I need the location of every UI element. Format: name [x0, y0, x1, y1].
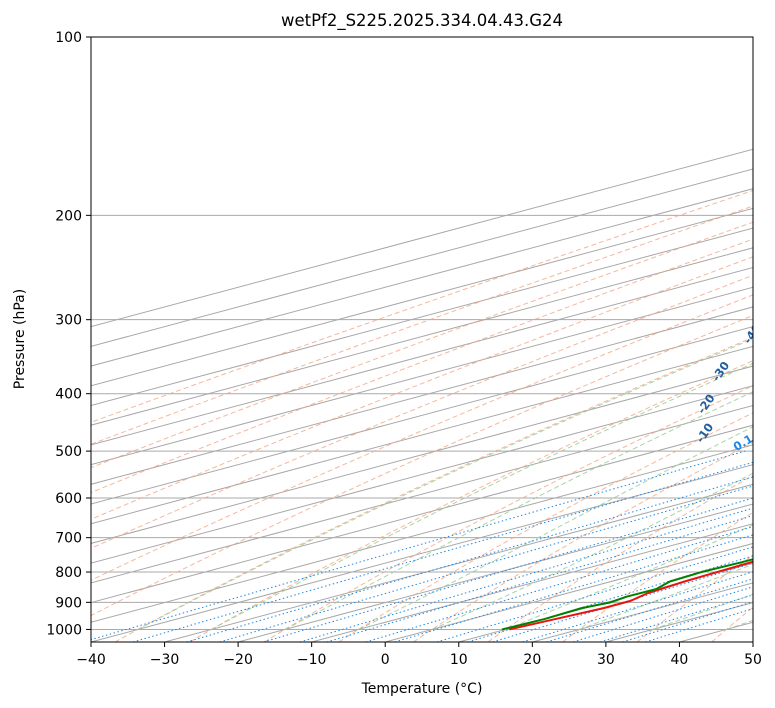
dry-adiabat-line	[114, 336, 753, 642]
isotherm-line	[91, 385, 753, 564]
x-tick-label: −30	[150, 652, 180, 668]
y-tick-label: 400	[55, 387, 82, 403]
mixing-ratio-line	[394, 534, 753, 642]
y-axis-label: Pressure (hPa)	[12, 289, 28, 389]
x-tick-label: −40	[76, 652, 106, 668]
isotherm-line	[91, 424, 753, 604]
isotherm-line	[91, 365, 753, 544]
isotherm-line	[91, 286, 753, 466]
dry-adiabat-line	[91, 221, 753, 469]
y-tick-label: 800	[55, 565, 82, 581]
mixing-ratio-line	[263, 497, 753, 642]
dry-adiabat-line	[189, 360, 753, 642]
y-tick-label: 900	[55, 595, 82, 611]
moist-adiabat-line	[284, 391, 753, 630]
mixing-ratio-line	[572, 586, 753, 642]
plot-frame	[90, 36, 754, 643]
isotherm-line	[91, 267, 753, 446]
y-tick-label: 500	[55, 444, 82, 460]
y-tick-label: 200	[55, 208, 82, 224]
mixing-ratio-line	[522, 571, 753, 642]
x-tick-label: 40	[671, 652, 689, 668]
mixing-ratio-line	[132, 461, 753, 642]
profiles	[501, 558, 753, 631]
dry-adiabat-line	[91, 314, 753, 617]
moist-adiabat-line	[137, 338, 753, 630]
dry-adiabat-line	[91, 238, 753, 494]
chart-title: wetPf2_S225.2025.334.04.43.G24	[281, 11, 563, 31]
dry-adiabat-line	[263, 385, 753, 642]
dry-adiabat-line	[636, 554, 753, 642]
y-tick-label: 300	[55, 313, 82, 329]
x-tick-label: 0	[381, 652, 390, 668]
dewpoint-profile-line	[501, 558, 753, 631]
dry-adiabat-line	[91, 205, 753, 445]
x-tick-label: 20	[523, 652, 541, 668]
isotherm-line	[91, 404, 753, 584]
x-axis-label: Temperature (°C)	[361, 681, 483, 697]
isotherm-line	[237, 503, 753, 642]
y-tick-label: 100	[55, 30, 82, 46]
isotherm-line	[164, 483, 753, 642]
x-axis: −40 −30 −20 −10 0 10 20 30 40 50	[76, 642, 762, 668]
isotherm-line	[91, 326, 753, 505]
mixing-ratio-line	[546, 578, 753, 642]
y-tick-label: 700	[55, 531, 82, 547]
dry-adiabat-line	[91, 189, 753, 423]
y-axis: 100 200 300 400 500 600 700 800 900 1000	[46, 30, 91, 638]
mixing-ratio-line	[436, 546, 753, 642]
isotherm-line	[91, 444, 753, 623]
mixing-ratio-line	[219, 485, 753, 642]
isotherm-line	[91, 306, 753, 485]
mixing-ratio-line	[365, 526, 753, 642]
isotherm-line	[91, 227, 753, 407]
dry-adiabat-line	[91, 274, 753, 549]
isotherm-line	[91, 168, 753, 347]
isotherm-line	[91, 207, 753, 387]
isotherm-line	[91, 188, 753, 367]
moist-adiabat-line	[211, 362, 753, 630]
mixing-ratio-line	[492, 562, 753, 642]
x-tick-label: 50	[744, 652, 762, 668]
dry-adiabat-line	[91, 294, 753, 581]
dry-adiabat-line	[487, 474, 753, 642]
y-tick-label: 600	[55, 491, 82, 507]
isotherm-line	[311, 523, 753, 642]
x-tick-label: −20	[223, 652, 253, 668]
x-tick-label: 30	[597, 652, 615, 668]
isotherm-line	[91, 464, 753, 642]
moist-adiabat-line	[431, 472, 753, 630]
temperature-profile-line	[509, 560, 753, 631]
y-tick-label: 1000	[46, 622, 82, 638]
mixing-ratio-line	[91, 450, 746, 641]
x-tick-label: 10	[450, 652, 468, 668]
x-tick-label: −10	[297, 652, 327, 668]
isotherm-line	[91, 247, 753, 426]
dry-adiabat-line	[413, 442, 753, 642]
